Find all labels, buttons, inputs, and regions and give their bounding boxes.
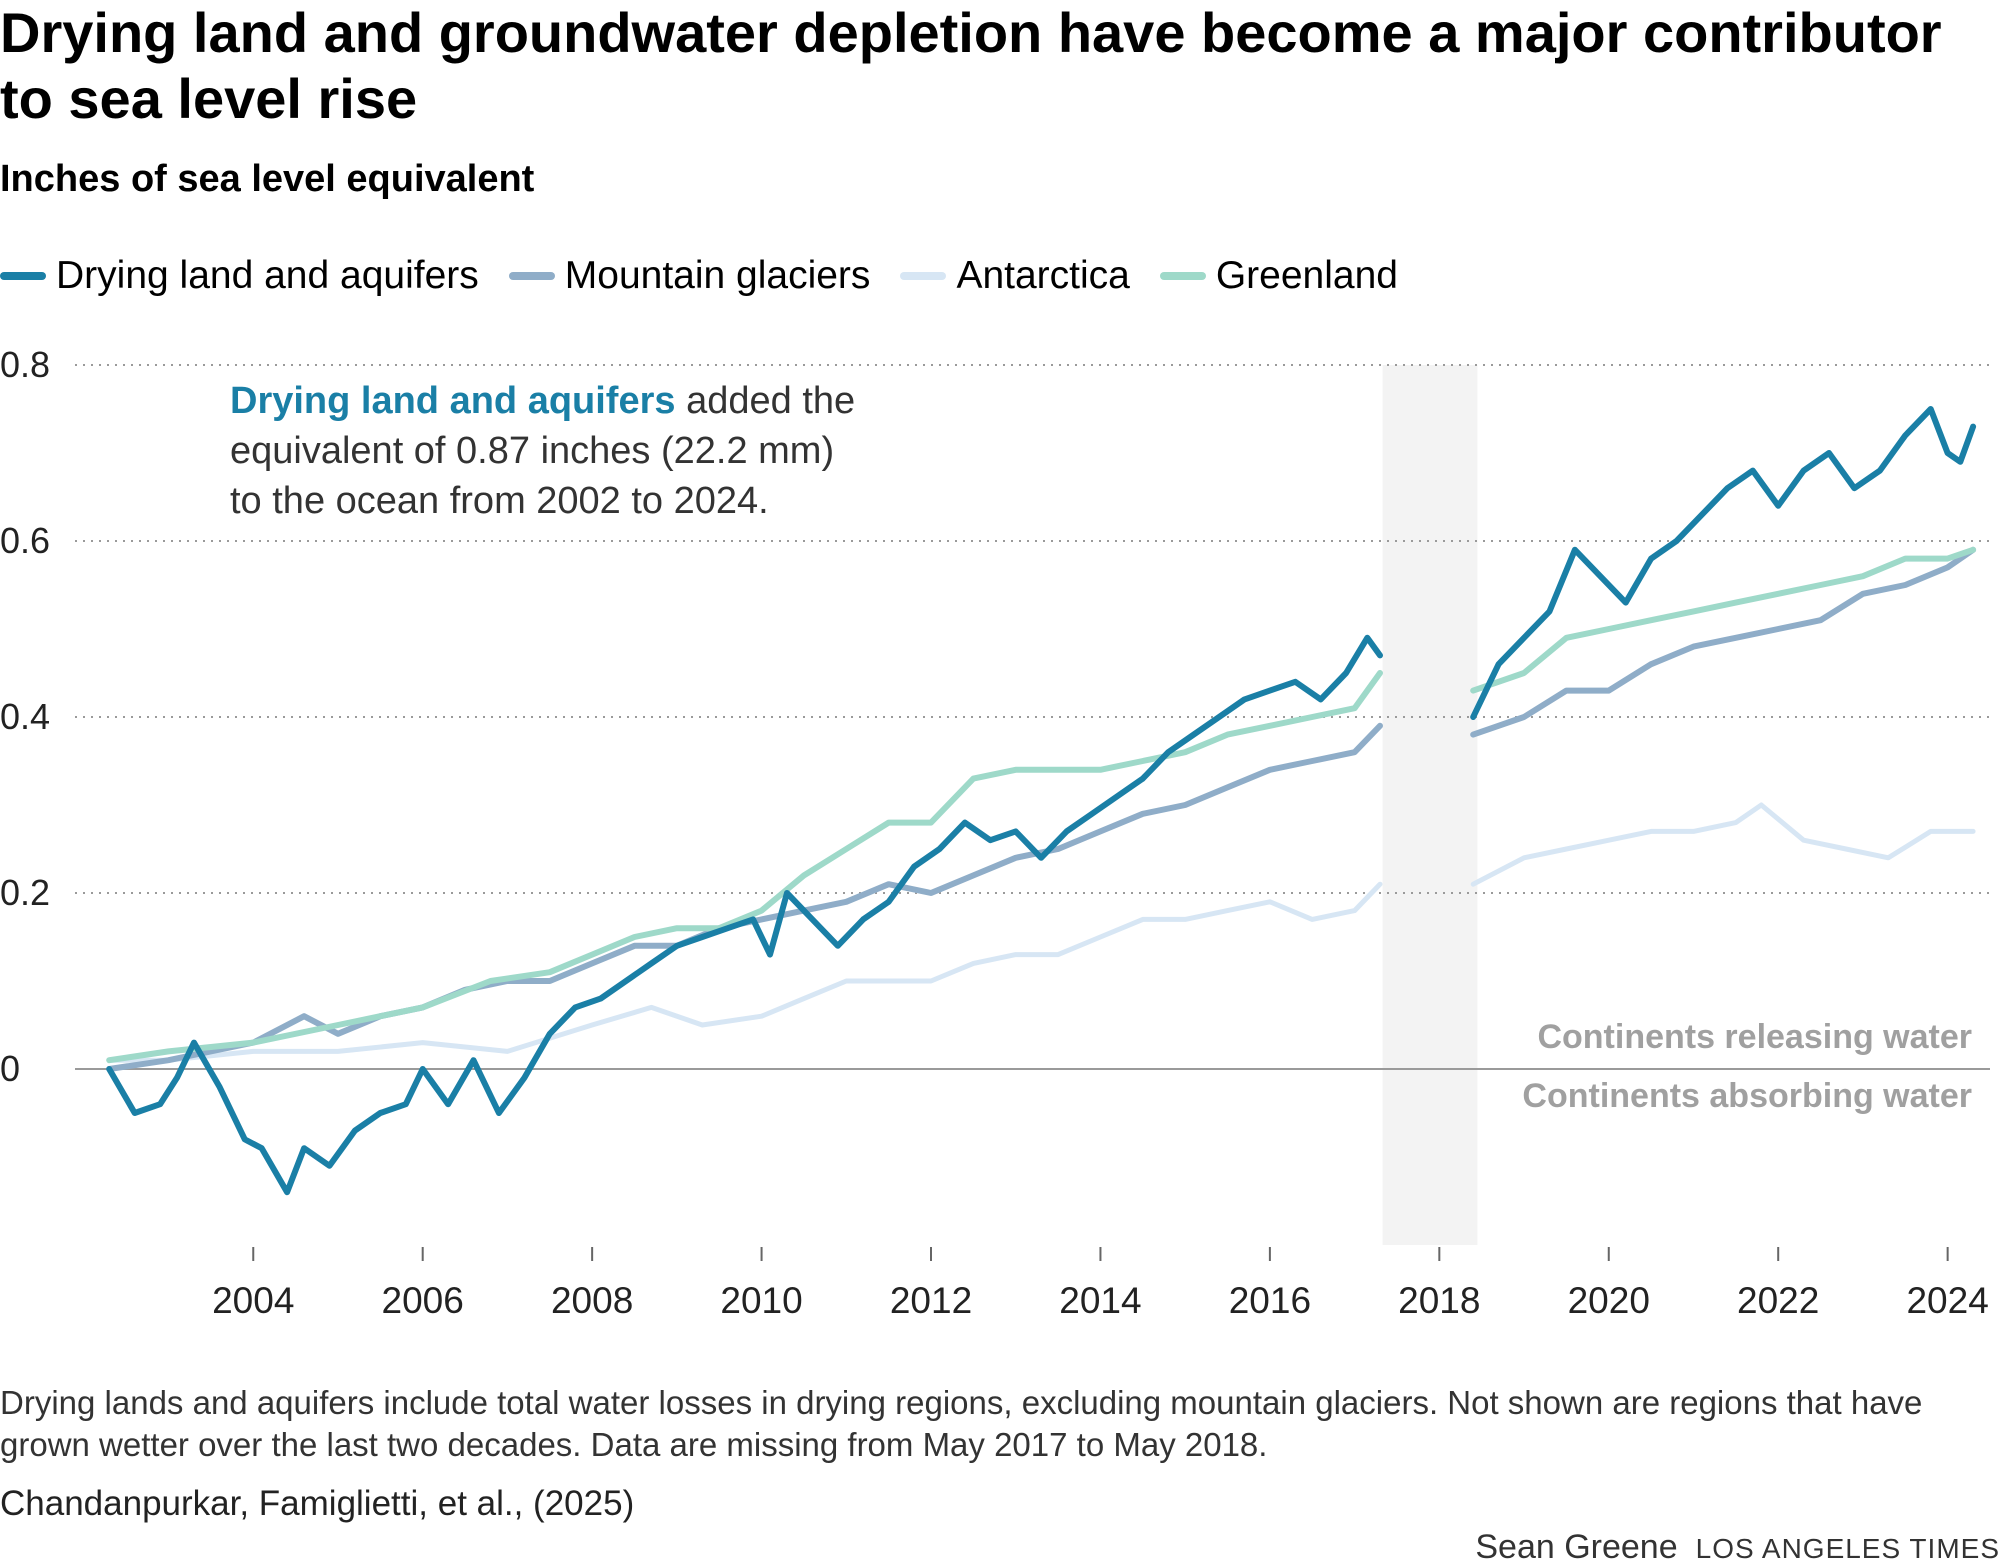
series-lines [106,406,1977,1196]
x-tick-label: 2004 [212,1280,294,1321]
legend-item-drying-land: Drying land and aquifers [0,254,479,298]
chart-subtitle: Inches of sea level equivalent [0,158,535,200]
x-tick-label: 2020 [1568,1280,1650,1321]
zero-label-releasing: Continents releasing water [1537,1018,1972,1056]
legend-label-antarctica: Antarctica [956,254,1130,297]
credit-publication: LOS ANGELES TIMES [1695,1533,2000,1564]
footnote: Drying lands and aquifers include total … [0,1384,1923,1463]
series-line-greenland-before-gap [106,670,1383,1064]
x-tick-label: 2024 [1906,1280,1988,1321]
y-tick-label: 0.8 [0,344,50,385]
x-tick-label: 2010 [720,1280,802,1321]
series-line-antarctica-before-gap [106,881,1383,1063]
legend-label-drying-land: Drying land and aquifers [56,254,479,297]
series-line-drying-land-and-aquifers-before-gap [106,634,1383,1196]
legend-swatch-mountain-glaciers [508,272,555,280]
legend-item-mountain-glaciers: Mountain glaciers [508,254,871,298]
x-tick-label: 2014 [1059,1280,1141,1321]
x-tick-label: 2022 [1737,1280,1819,1321]
missing-data-rect [1382,365,1478,1245]
zero-label-absorbing: Continents absorbing water [1522,1077,1972,1115]
series-line-greenland-after-gap [1470,546,1977,694]
series-line-mountain-glaciers-after-gap [1470,546,1977,738]
missing-data-band [1382,365,1478,1245]
legend-swatch-antarctica [900,272,947,280]
legend-swatch-greenland [1159,272,1206,280]
x-tick-label: 2006 [382,1280,464,1321]
credit-author: Sean Greene [1475,1528,1678,1566]
series-line-drying-land-and-aquifers-after-gap [1470,406,1977,720]
x-tick-label: 2018 [1398,1280,1480,1321]
credit: Sean Greene LOS ANGELES TIMES [1475,1528,2000,1567]
line-chart: 0 0.2 0.4 0.6 0.8 2004 2006 2008 2010 2012 2014 201… [0,344,1990,1321]
annotation-highlight: Drying land and aquifers [230,380,676,422]
x-tick-label: 2008 [551,1280,633,1321]
legend-label-greenland: Greenland [1215,254,1398,297]
x-tick-label: 2016 [1229,1280,1311,1321]
y-tick-label: 0.6 [0,520,50,561]
legend-label-mountain-glaciers: Mountain glaciers [564,254,871,297]
source-citation: Chandanpurkar, Famiglietti, et al., (202… [0,1484,635,1523]
legend-item-greenland: Greenland [1159,254,1398,298]
annotation-line-1: Drying land and aquifers added the [230,380,855,422]
legend-item-antarctica: Antarctica [900,254,1130,298]
chart-title: Drying land and groundwater depletion ha… [0,1,1942,130]
legend: Drying land and aquifers Mountain glacie… [0,254,1428,298]
series-line-antarctica-after-gap [1470,802,1976,887]
annotation-line-2: equivalent of 0.87 inches (22.2 mm) [230,430,834,472]
legend-swatch-drying-land [0,272,46,280]
y-tick-label: 0.4 [0,696,50,737]
gridlines [75,364,1990,1070]
x-tick-label: 2012 [890,1280,972,1321]
axes: 0 0.2 0.4 0.6 0.8 2004 2006 2008 2010 2012 2014 201… [0,344,1989,1321]
annotation-line-1-rest: added the [676,380,856,422]
annotation-line-3: to the ocean from 2002 to 2024. [230,480,769,522]
y-tick-label: 0.2 [0,872,50,913]
y-tick-label: 0 [0,1048,20,1089]
